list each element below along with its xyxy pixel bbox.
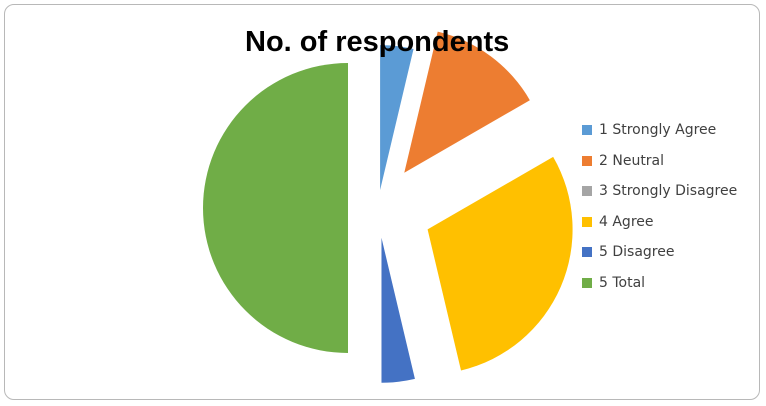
- pie-slice-4-agree: [427, 156, 573, 371]
- legend-swatch: [582, 125, 592, 135]
- pie-slice-1-strongly-agree: [380, 45, 414, 191]
- legend-swatch: [582, 277, 592, 288]
- pie-slice-5-total: [203, 63, 348, 353]
- chart-legend: 1 Strongly Agree 2 Neutral 3 Strongly Disa…: [582, 120, 760, 303]
- legend-label: 1 Strongly Agree: [599, 122, 717, 138]
- pie-slice-5-disagree: [381, 237, 415, 383]
- legend-item: 1 Strongly Agree: [582, 120, 760, 151]
- legend-label: 3 Strongly Disagree: [599, 183, 738, 199]
- legend-item: 5 Total: [582, 273, 760, 304]
- legend-label: 5 Total: [599, 274, 646, 291]
- legend-label: 5 Disagree: [599, 244, 675, 260]
- legend-item: 3 Strongly Disagree: [582, 181, 760, 212]
- legend-swatch: [582, 247, 592, 257]
- legend-label: 2 Neutral: [599, 152, 665, 169]
- chart-title: No. of respondents: [245, 26, 510, 58]
- legend-swatch: [582, 216, 592, 227]
- legend-label: 4 Agree: [599, 213, 654, 230]
- legend-item: 5 Disagree: [582, 242, 760, 273]
- legend-swatch: [582, 155, 592, 166]
- legend-item: 2 Neutral: [582, 151, 760, 182]
- pie-slice-2-neutral: [404, 31, 530, 173]
- legend-item: 4 Agree: [582, 212, 760, 243]
- legend-swatch: [582, 186, 592, 196]
